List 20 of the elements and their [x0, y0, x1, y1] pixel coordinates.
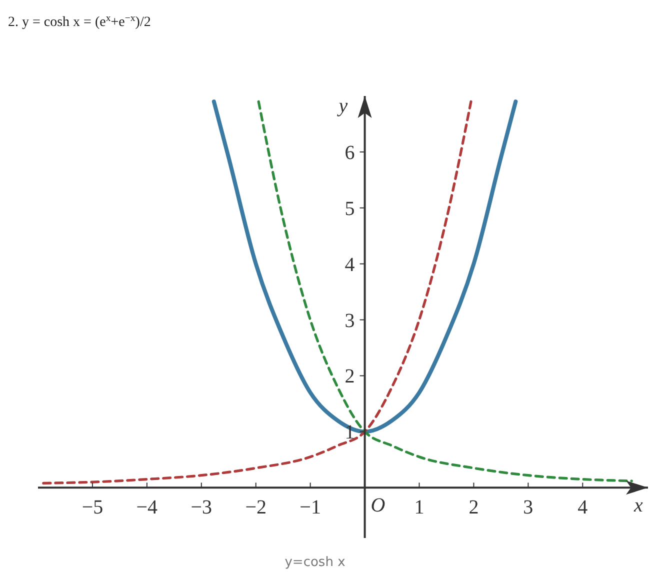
- y-tick-label: 2: [344, 366, 355, 388]
- x-tick-label: 2: [468, 496, 479, 519]
- x-tick-label: −1: [300, 496, 321, 519]
- y-axis-title: y: [336, 95, 348, 117]
- x-tick-label: −3: [190, 496, 212, 519]
- y-tick-label: 6: [344, 142, 355, 164]
- x-tick-label: 3: [523, 496, 534, 519]
- y-tick-label: 5: [344, 198, 355, 220]
- annotation: O: [370, 494, 386, 517]
- x-axis-title: x: [633, 494, 643, 517]
- line-series: [42, 100, 472, 484]
- text: y=cosh x: [284, 555, 346, 570]
- x-tick-label: −4: [136, 496, 158, 519]
- y-tick-label: 3: [344, 310, 355, 332]
- chart-title: 2. y = cosh x = (e$^{x}$+e$^{−x}$)/2: [8, 12, 151, 30]
- x-tick-label: 1: [414, 496, 424, 519]
- x-tick-label: −2: [245, 496, 266, 519]
- x-tick-label: 4: [578, 496, 588, 519]
- y-tick-label: 4: [344, 254, 355, 276]
- x-tick-label: −5: [82, 496, 104, 519]
